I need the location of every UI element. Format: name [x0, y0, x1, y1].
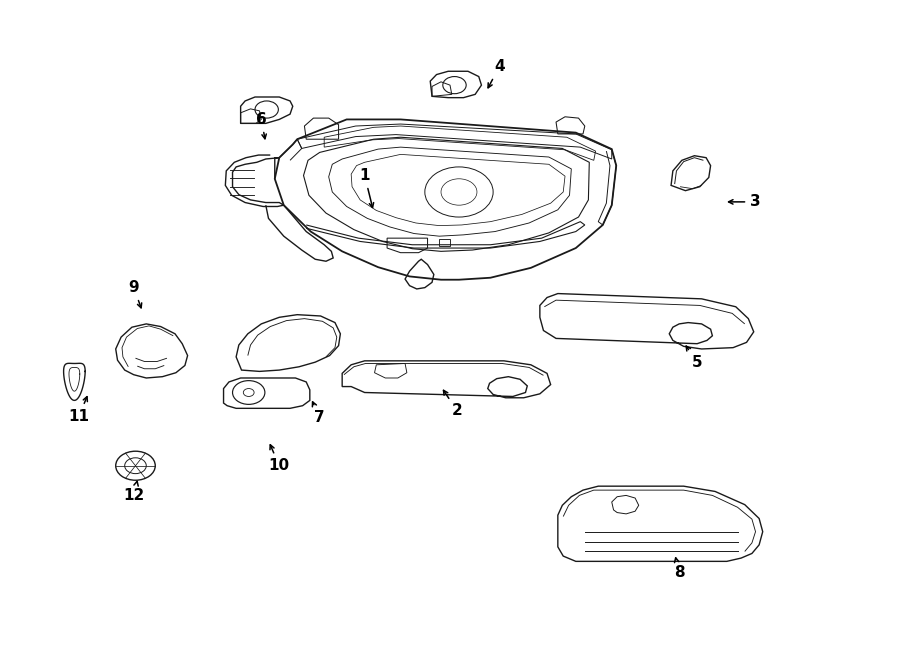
Text: 8: 8: [674, 558, 685, 580]
Text: 6: 6: [256, 112, 266, 139]
Text: 3: 3: [729, 194, 760, 210]
Text: 7: 7: [312, 402, 325, 425]
Text: 10: 10: [269, 445, 290, 473]
Text: 1: 1: [359, 168, 374, 208]
Text: 9: 9: [129, 280, 141, 308]
Text: 11: 11: [68, 397, 89, 424]
Text: 4: 4: [488, 59, 505, 88]
Text: 12: 12: [123, 481, 144, 503]
Text: 5: 5: [686, 346, 702, 369]
Text: 2: 2: [444, 390, 463, 418]
